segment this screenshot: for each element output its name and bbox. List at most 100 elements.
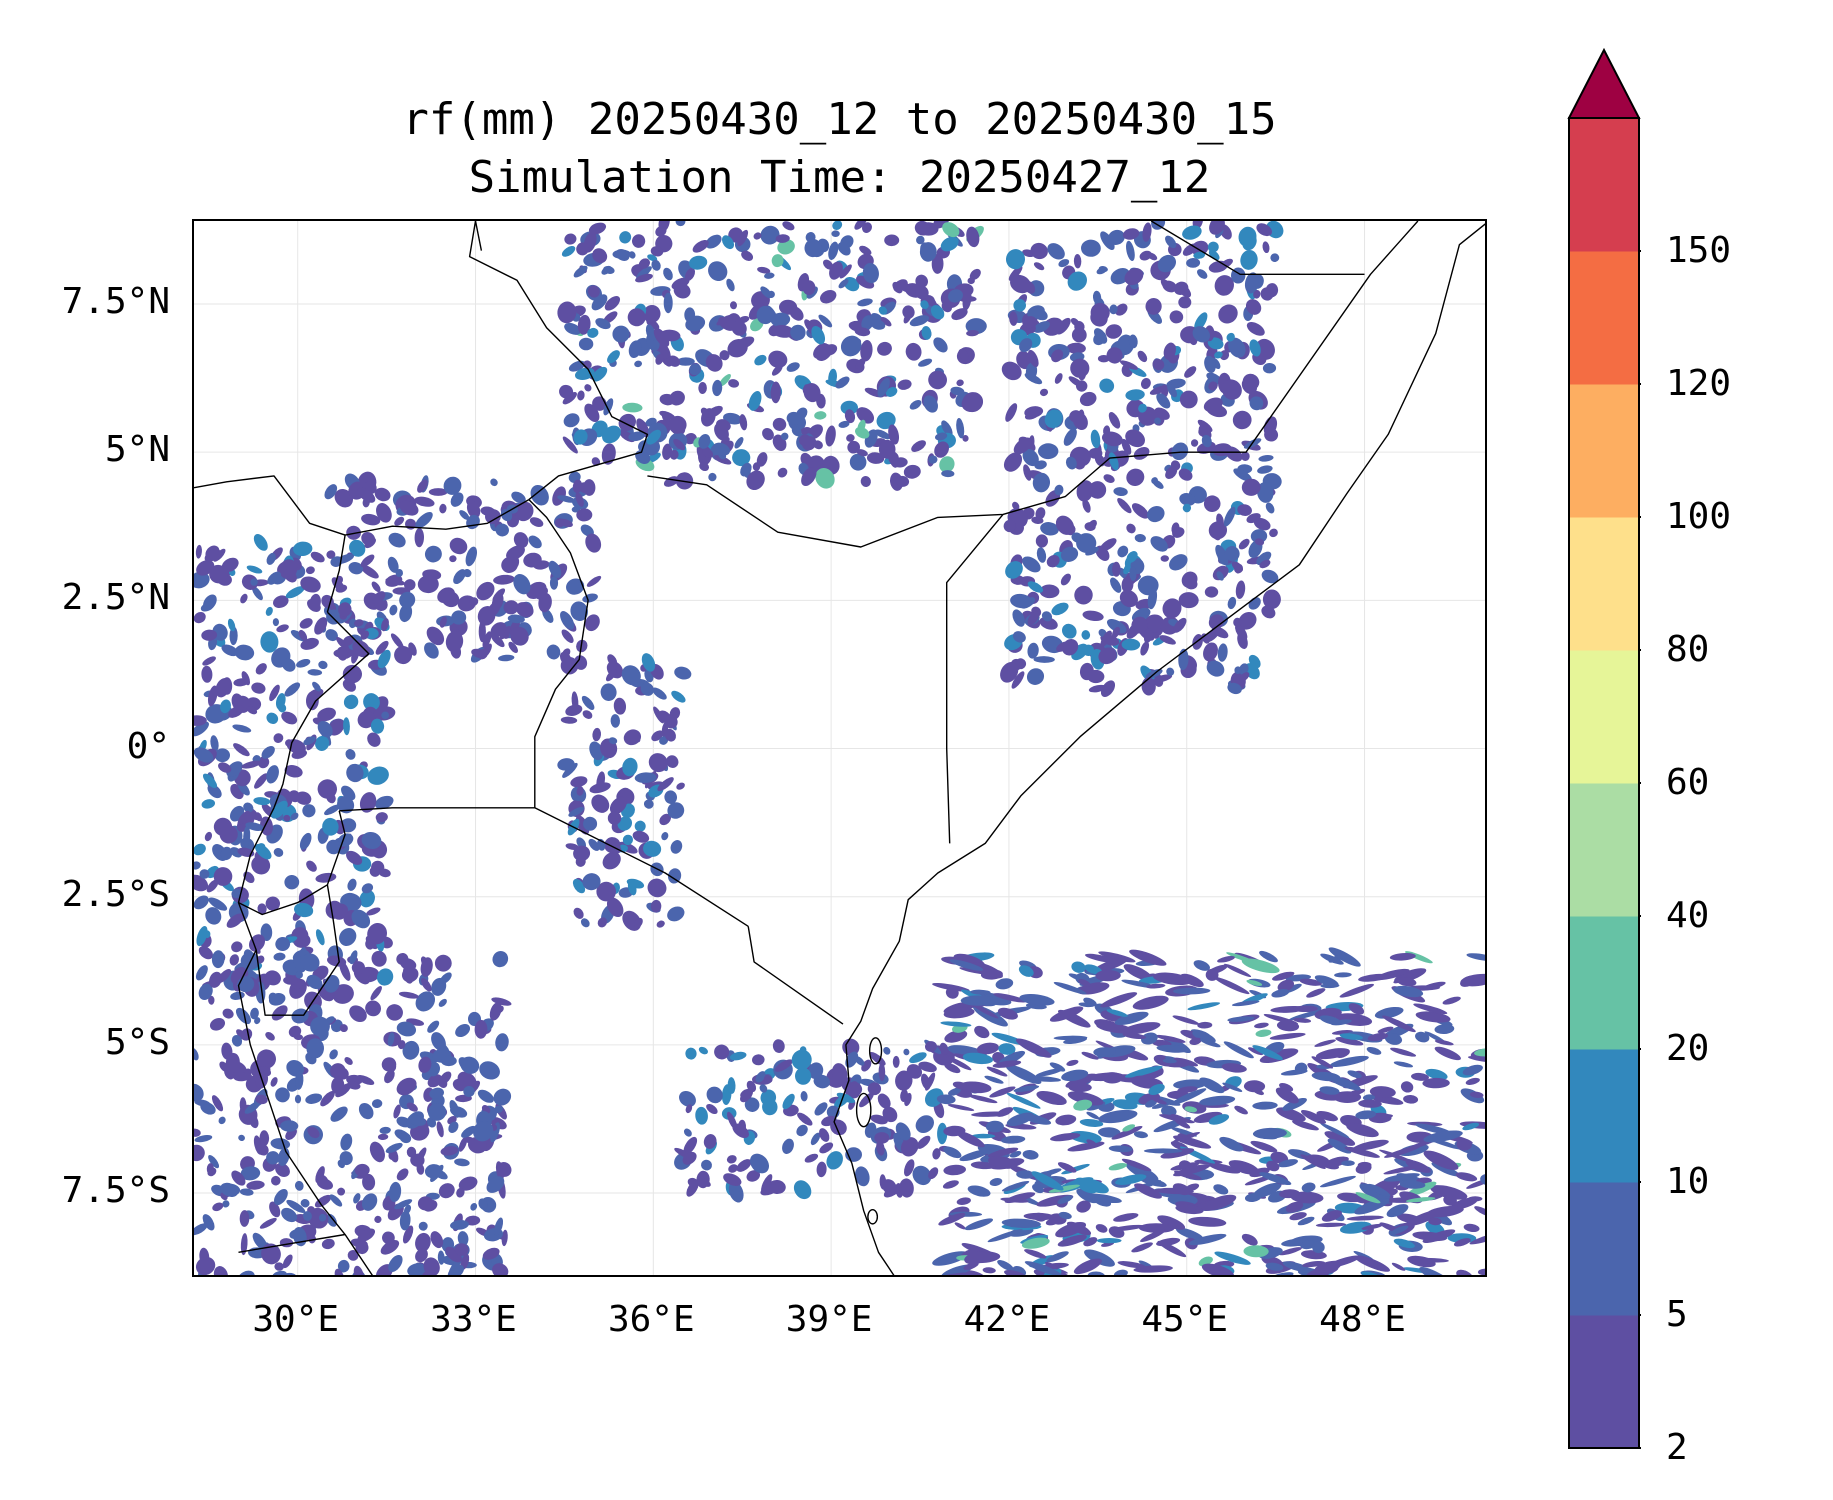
rain-cell: [325, 900, 343, 919]
rain-cell: [650, 899, 662, 913]
rain-cell: [971, 1111, 1010, 1117]
rain-cell: [588, 838, 600, 851]
rain-cell: [348, 562, 364, 575]
rain-cell: [1366, 1046, 1382, 1055]
rain-cell: [434, 954, 452, 972]
rain-cell: [645, 324, 656, 341]
rain-cell: [728, 1164, 739, 1173]
rain-cell: [1240, 451, 1250, 461]
rain-cell: [582, 710, 593, 720]
rain-cell: [348, 618, 357, 629]
rain-cell: [668, 868, 682, 884]
rain-cell: [1249, 396, 1264, 411]
rain-cell: [1192, 326, 1211, 343]
rain-cell: [1190, 439, 1199, 447]
rain-cell: [685, 315, 706, 332]
rain-cell: [832, 221, 843, 230]
rain-cell: [573, 907, 584, 919]
rain-cell: [634, 820, 646, 832]
rain-cell: [612, 325, 630, 343]
lat-tick-label: 0°: [126, 725, 170, 767]
rain-cell: [657, 777, 674, 792]
rain-cell: [1139, 250, 1152, 261]
rain-cell: [251, 682, 266, 694]
colorbar-band: [1569, 118, 1639, 252]
rain-cell: [201, 799, 216, 809]
rain-cell: [1113, 487, 1128, 497]
rain-cell: [1173, 617, 1187, 633]
rain-cell: [339, 928, 357, 946]
rain-cell: [662, 443, 673, 460]
rain-cell: [1319, 1175, 1356, 1188]
rain-cell: [576, 786, 584, 796]
rain-cell: [227, 618, 236, 632]
lon-tick-label: 39°E: [785, 1299, 873, 1340]
rain-cell: [1030, 307, 1048, 321]
rain-cell: [956, 417, 965, 439]
rain-cell: [449, 555, 457, 563]
rain-cell: [376, 503, 392, 523]
rain-cell: [361, 883, 374, 894]
rain-cell: [255, 843, 272, 860]
rain-cell: [211, 950, 225, 969]
rain-cell: [1126, 523, 1136, 534]
rain-cell: [436, 1121, 444, 1138]
rain-cell: [404, 579, 416, 591]
rain-cell: [591, 457, 601, 466]
rain-cell: [1250, 529, 1268, 544]
rain-cell: [1108, 412, 1121, 429]
rain-cell: [449, 537, 468, 555]
rain-cell: [1407, 1255, 1436, 1268]
rain-cell: [664, 358, 672, 367]
rain-cell: [838, 279, 849, 289]
rain-cell: [215, 678, 231, 698]
rain-cell: [1181, 571, 1198, 588]
rain-cell: [1121, 638, 1141, 651]
rain-cell: [956, 1197, 971, 1205]
rain-cell: [1151, 221, 1166, 230]
rain-cell: [208, 897, 228, 911]
rain-cell: [601, 265, 612, 275]
rain-cell: [279, 1238, 294, 1248]
rain-cell: [920, 300, 929, 309]
rain-cell: [671, 690, 686, 703]
rain-cell: [1184, 366, 1197, 378]
rain-cell: [1178, 296, 1192, 309]
rain-cell: [1204, 355, 1216, 374]
rain-cell: [1198, 426, 1208, 437]
rain-cell: [1068, 1082, 1092, 1093]
rain-cell: [1400, 1081, 1414, 1093]
rain-cell: [604, 296, 621, 311]
rain-cell: [495, 1033, 509, 1052]
rain-cell: [757, 266, 771, 274]
rain-cell: [285, 586, 305, 599]
rain-cell: [921, 326, 932, 340]
rain-cell: [369, 1141, 385, 1163]
rain-cell: [246, 565, 263, 574]
rain-cell: [838, 420, 850, 428]
rain-cell: [638, 258, 650, 269]
rain-cell: [786, 362, 800, 372]
lat-tick-label: 5°S: [104, 1021, 170, 1063]
rain-cell: [1201, 434, 1212, 448]
rain-cell: [1208, 521, 1228, 540]
rain-cell: [772, 325, 795, 338]
rain-cell: [1188, 1216, 1227, 1227]
rain-cell: [878, 306, 888, 315]
rain-cell: [1270, 253, 1280, 263]
rain-cell: [903, 464, 921, 479]
rain-cell: [877, 377, 890, 398]
colorbar-band: [1569, 650, 1639, 784]
lon-tick-label: 33°E: [430, 1299, 517, 1340]
rain-cell: [1149, 385, 1167, 395]
rain-cell: [342, 664, 362, 684]
rain-cell: [241, 574, 258, 590]
rain-cell: [1246, 513, 1261, 524]
rain-cell: [266, 552, 276, 565]
rain-cell: [1035, 534, 1049, 548]
rain-cell: [194, 1128, 201, 1137]
rain-cell: [414, 528, 425, 548]
rain-cell: [1015, 658, 1027, 670]
rain-cell: [205, 907, 222, 925]
rain-cell: [905, 342, 922, 361]
